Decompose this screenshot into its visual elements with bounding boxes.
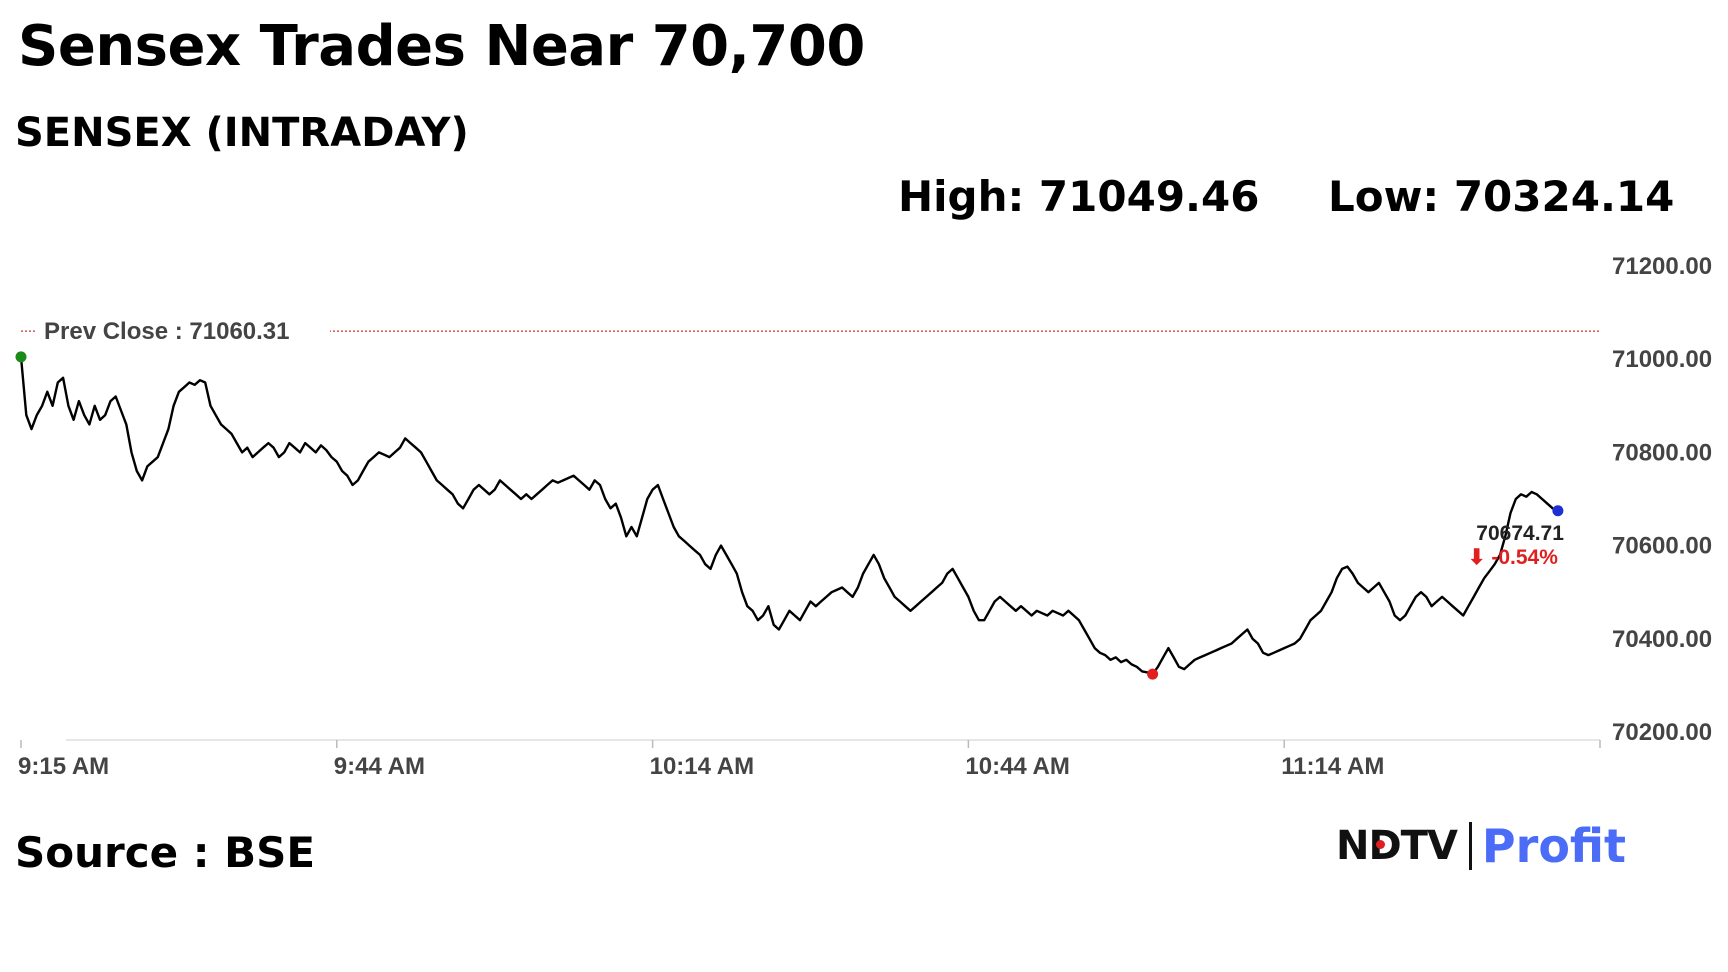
axis-layer: 71200.00 71000.00 70800.00 70600.00 70400.00… (18, 253, 1712, 780)
x-tick-label: 10:44 AM (965, 753, 1069, 780)
logo-separator (1468, 822, 1472, 870)
y-tick-label: 71000.00 (1612, 346, 1712, 373)
logo-profit-text: Profit (1481, 819, 1627, 873)
prev-close-label: Prev Close : 71060.31 (44, 318, 290, 345)
ndtv-profit-logo: NDTV Profit (1336, 818, 1626, 874)
x-tick-label: 9:44 AM (334, 753, 425, 780)
y-tick-label: 70200.00 (1612, 719, 1712, 746)
prev-close-label-bg (36, 319, 330, 344)
logo-dot-icon (1376, 840, 1385, 849)
chart-subtitle: SENSEX (INTRADAY) (15, 110, 469, 156)
source-label: Source : BSE (15, 828, 316, 877)
x-tick-label: 10:14 AM (650, 753, 754, 780)
last-price-marker (1552, 505, 1564, 517)
open-point-marker (15, 351, 27, 363)
y-tick-label: 70800.00 (1612, 439, 1712, 466)
x-tick-label: 11:14 AM (1281, 753, 1384, 780)
y-tick-label: 71200.00 (1612, 253, 1712, 280)
logo-ndtv-text: NDTV (1336, 823, 1458, 869)
price-series-line (19, 356, 1559, 676)
x-tick-label: 9:15 AM (18, 753, 109, 780)
y-tick-label: 70600.00 (1612, 533, 1712, 560)
intraday-line-chart: 71200.00 71000.00 70800.00 70600.00 70400.00… (15, 253, 1712, 780)
chart-title: Sensex Trades Near 70,700 (18, 14, 865, 79)
last-change-label: ⬇ -0.54% (1468, 546, 1558, 569)
y-tick-label: 70400.00 (1612, 626, 1712, 653)
last-price-label: 70674.71 (1476, 522, 1564, 545)
low-point-marker (1147, 668, 1159, 680)
day-low-label: Low: 70324.14 (1328, 172, 1675, 221)
day-high-label: High: 71049.46 (898, 172, 1260, 221)
